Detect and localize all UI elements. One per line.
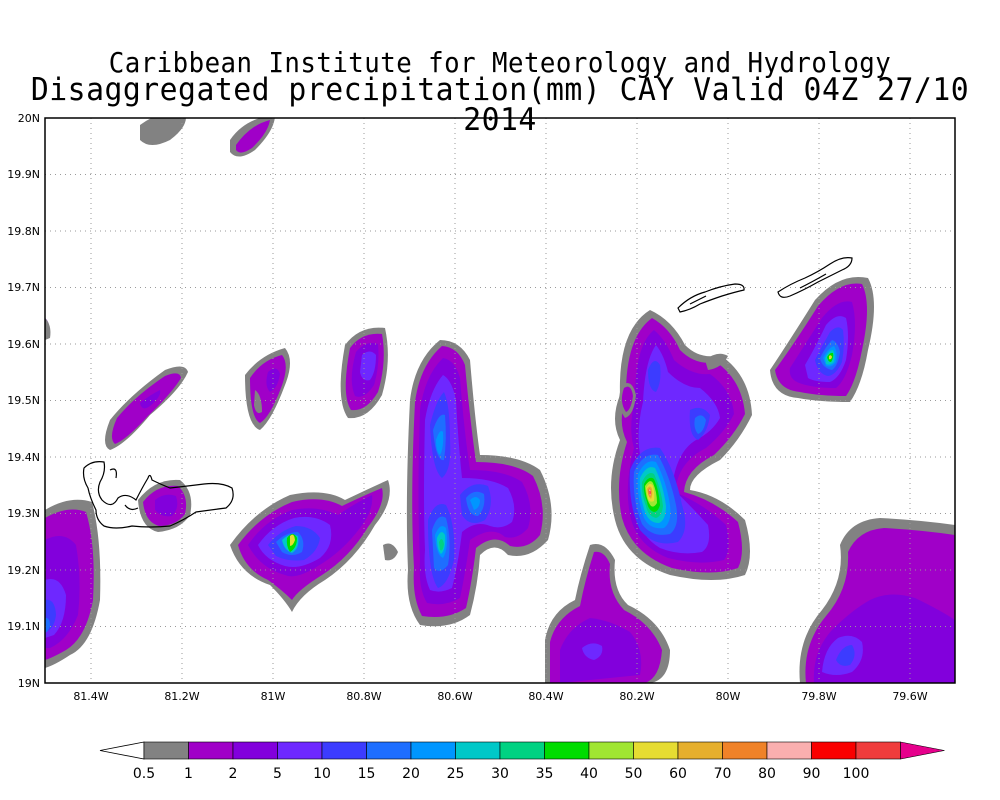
- colorbar-swatch: [455, 741, 501, 760]
- colorbar-swatch: [188, 741, 234, 760]
- colorbar-over-arrow: [900, 741, 945, 760]
- lat-label: 19N: [18, 677, 40, 690]
- little-cayman-island: [677, 283, 745, 313]
- colorbar-label: 10: [313, 766, 331, 782]
- colorbar-label: 15: [358, 766, 376, 782]
- title-line-institute: Caribbean Institute for Meteorology and …: [108, 46, 892, 79]
- lon-label: 81W: [261, 690, 286, 703]
- colorbar-under-arrow: [99, 741, 145, 760]
- colorbar-label: 90: [803, 766, 821, 782]
- colorbar-label: 60: [669, 766, 687, 782]
- colorbar-label: 100: [843, 766, 870, 782]
- map-title: Caribbean Institute for Meteorology and …: [0, 46, 1000, 138]
- colorbar-legend: 0.5 1 2 5 10 15 20 25 30 35 40 50 60 70 80 90 100: [99, 741, 945, 782]
- lat-label: 19.8N: [7, 225, 40, 238]
- lat-label: 19.2N: [7, 564, 40, 577]
- rain-cell-80-6w: [406, 340, 552, 627]
- precipitation-field: [45, 118, 955, 683]
- colorbar-swatch: [499, 741, 545, 760]
- title-line-product: Disaggregated precipitation(mm) CAY Vali…: [30, 72, 970, 138]
- lon-label: 81.2W: [164, 690, 199, 703]
- lat-label: 19.6N: [7, 338, 40, 351]
- rain-cell-80-8w: [340, 327, 398, 561]
- rain-cell-79-8w: [770, 276, 874, 402]
- lon-label: 80.8W: [346, 690, 381, 703]
- colorbar-label: 40: [580, 766, 598, 782]
- plot-frame: [44, 117, 956, 684]
- lat-label: 19.5N: [7, 394, 40, 407]
- lat-label: 19.9N: [7, 168, 40, 181]
- lon-label: 80.6W: [437, 690, 472, 703]
- colorbar-swatch: [232, 741, 278, 760]
- rain-cell-southeast: [799, 518, 955, 683]
- colorbar-label: 70: [714, 766, 732, 782]
- colorbar-swatch: [811, 741, 857, 760]
- longitude-labels: 81.4W 81.2W 81W 80.8W 80.6W 80.4W 80.2W …: [73, 690, 927, 703]
- lat-label: 20N: [18, 112, 40, 125]
- colorbar-label: 80: [758, 766, 776, 782]
- lon-label: 80W: [716, 690, 741, 703]
- latitude-labels: 20N 19.9N 19.8N 19.7N 19.6N 19.5N 19.4N …: [7, 112, 40, 690]
- rain-cell-west: [45, 499, 101, 668]
- rain-cell-80-2w: [611, 310, 752, 580]
- colorbar-swatch: [366, 741, 412, 760]
- colorbar-swatch: [722, 741, 768, 760]
- colorbar-swatch: [633, 741, 679, 760]
- colorbar-label: 30: [491, 766, 509, 782]
- colorbar-label: 50: [625, 766, 643, 782]
- lon-label: 81.4W: [73, 690, 108, 703]
- coastlines: [82, 257, 853, 529]
- colorbar-swatch: [677, 741, 723, 760]
- colorbar-swatch: [588, 741, 634, 760]
- colorbar-swatch: [277, 741, 323, 760]
- lat-label: 19.4N: [7, 451, 40, 464]
- rain-cell-grand-cayman-north: [45, 318, 188, 450]
- rain-cell-80-3w: [545, 544, 670, 683]
- grand-cayman-island: [82, 461, 234, 529]
- colorbar-swatch: [410, 741, 456, 760]
- colorbar-swatch: [321, 741, 367, 760]
- lon-label: 80.4W: [528, 690, 563, 703]
- cayman-brac-island: [777, 257, 853, 298]
- lat-label: 19.3N: [7, 507, 40, 520]
- lon-label: 79.8W: [801, 690, 836, 703]
- rain-cell-grand-cayman: [138, 479, 192, 532]
- colorbar-swatch: [544, 741, 590, 760]
- colorbar-label: 35: [536, 766, 554, 782]
- colorbar-swatch: [143, 741, 189, 760]
- colorbar-label: 0.5: [133, 766, 155, 782]
- rain-cell-81w: [230, 480, 390, 612]
- lat-label: 19.1N: [7, 620, 40, 633]
- colorbar-swatch: [766, 741, 812, 760]
- colorbar-swatch: [855, 741, 901, 760]
- lon-label: 80.2W: [619, 690, 654, 703]
- colorbar-label: 20: [402, 766, 420, 782]
- colorbar-label: 5: [273, 766, 282, 782]
- lat-label: 19.7N: [7, 281, 40, 294]
- graticule: [45, 118, 955, 683]
- colorbar-label: 2: [229, 766, 238, 782]
- colorbar-label: 1: [184, 766, 193, 782]
- colorbar-label: 25: [447, 766, 465, 782]
- lon-label: 79.6W: [892, 690, 927, 703]
